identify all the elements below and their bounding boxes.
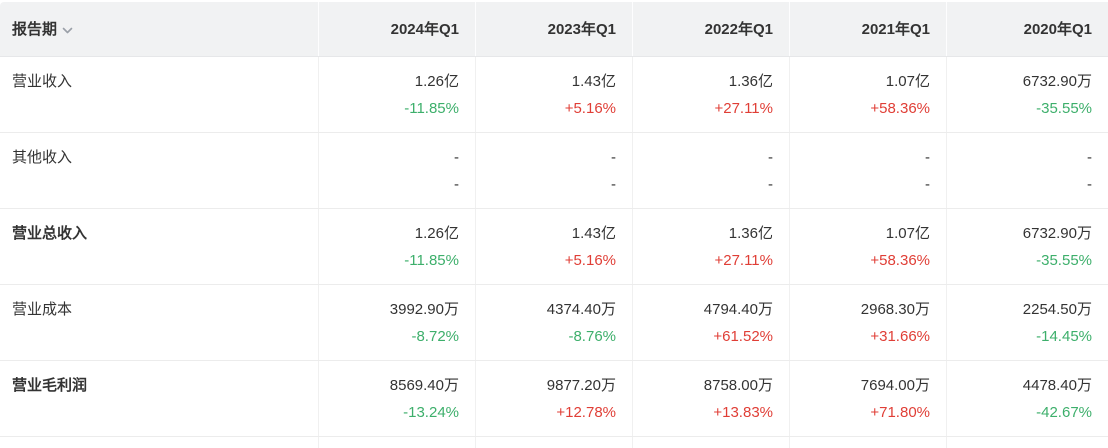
row-label: 营业毛利润	[12, 377, 88, 394]
column-header-2022q1: 2022年Q1	[632, 2, 789, 56]
cell-value: 4374.40万	[546, 301, 616, 318]
chevron-down-icon	[62, 27, 73, 34]
cell-value: 1.26亿	[414, 73, 459, 90]
cell-change: +5.16%	[564, 100, 616, 117]
cell-value: 8569.40万	[389, 377, 459, 394]
cell-value: 6732.90万	[1022, 225, 1092, 242]
cell-change: +13.83%	[713, 404, 773, 421]
cell-value: 2968.30万	[860, 301, 930, 318]
column-header-2020q1: 2020年Q1	[946, 2, 1108, 56]
report-period-label: 报告期	[12, 20, 58, 38]
cell-change: +58.36%	[870, 252, 930, 269]
cell-change: -	[611, 176, 616, 193]
cell-change: -35.55%	[1036, 100, 1092, 117]
cell-value: 6732.90万	[1022, 73, 1092, 90]
cell-change: -8.76%	[568, 328, 616, 345]
table-header-row: 报告期 2024年Q1 2023年Q1 2022年Q1 2021年Q1 2020…	[0, 2, 1108, 57]
cell-change: +71.80%	[870, 404, 930, 421]
cell-value: 7694.00万	[860, 377, 930, 394]
cell-change: -42.67%	[1036, 404, 1092, 421]
cell-value: 4794.40万	[703, 301, 773, 318]
cell-change: -	[1087, 176, 1092, 193]
cell-change: -11.85%	[404, 100, 459, 117]
cell-value: 1.43亿	[571, 225, 616, 242]
column-header-2021q1: 2021年Q1	[789, 2, 946, 56]
cell-change: -35.55%	[1036, 252, 1092, 269]
cell-value: 9877.20万	[546, 377, 616, 394]
cell-change: +61.52%	[713, 328, 773, 345]
table-row-total-operating-revenue: 营业总收入 1.26亿 -11.85% 1.43亿 +5.16% 1.36亿 +…	[0, 209, 1108, 285]
cell-value: -	[1087, 149, 1092, 166]
table-row-other-income: 其他收入 - - - - - - - - - -	[0, 133, 1108, 209]
cell-value: 8758.00万	[703, 377, 773, 394]
cell-change: +12.78%	[556, 404, 616, 421]
row-label: 营业成本	[12, 301, 73, 318]
cell-value: 3992.90万	[389, 301, 459, 318]
column-header-2023q1: 2023年Q1	[475, 2, 632, 56]
cell-value: -	[925, 149, 930, 166]
table-row-gross-profit: 营业毛利润 8569.40万 -13.24% 9877.20万 +12.78% …	[0, 361, 1108, 437]
table-row-partial	[0, 437, 1108, 448]
row-label: 其他收入	[12, 149, 73, 166]
cell-change: +27.11%	[714, 252, 773, 269]
cell-change: -8.72%	[411, 328, 459, 345]
row-label: 营业总收入	[12, 225, 88, 242]
table-row-operating-cost: 营业成本 3992.90万 -8.72% 4374.40万 -8.76% 479…	[0, 285, 1108, 361]
cell-change: +31.66%	[870, 328, 930, 345]
cell-value: 1.36亿	[728, 73, 773, 90]
cell-value: 4478.40万	[1022, 377, 1092, 394]
column-header-2024q1: 2024年Q1	[318, 2, 475, 56]
cell-value: -	[768, 149, 773, 166]
cell-value: 1.36亿	[728, 225, 773, 242]
cell-change: -11.85%	[404, 252, 459, 269]
row-label: 营业收入	[12, 73, 73, 90]
report-period-selector[interactable]: 报告期	[0, 2, 318, 56]
cell-value: 2254.50万	[1022, 301, 1092, 318]
table-row-operating-revenue: 营业收入 1.26亿 -11.85% 1.43亿 +5.16% 1.36亿 +2…	[0, 57, 1108, 133]
cell-value: 1.07亿	[885, 225, 930, 242]
cell-change: -	[768, 176, 773, 193]
cell-value: 1.43亿	[571, 73, 616, 90]
cell-change: -	[454, 176, 459, 193]
cell-change: -14.45%	[1036, 328, 1092, 345]
cell-change: +5.16%	[564, 252, 616, 269]
cell-change: -	[925, 176, 930, 193]
cell-value: -	[454, 149, 459, 166]
cell-change: +58.36%	[870, 100, 930, 117]
cell-value: 1.26亿	[414, 225, 459, 242]
cell-value: -	[611, 149, 616, 166]
cell-change: +27.11%	[714, 100, 773, 117]
cell-value: 1.07亿	[885, 73, 930, 90]
cell-change: -13.24%	[403, 404, 459, 421]
